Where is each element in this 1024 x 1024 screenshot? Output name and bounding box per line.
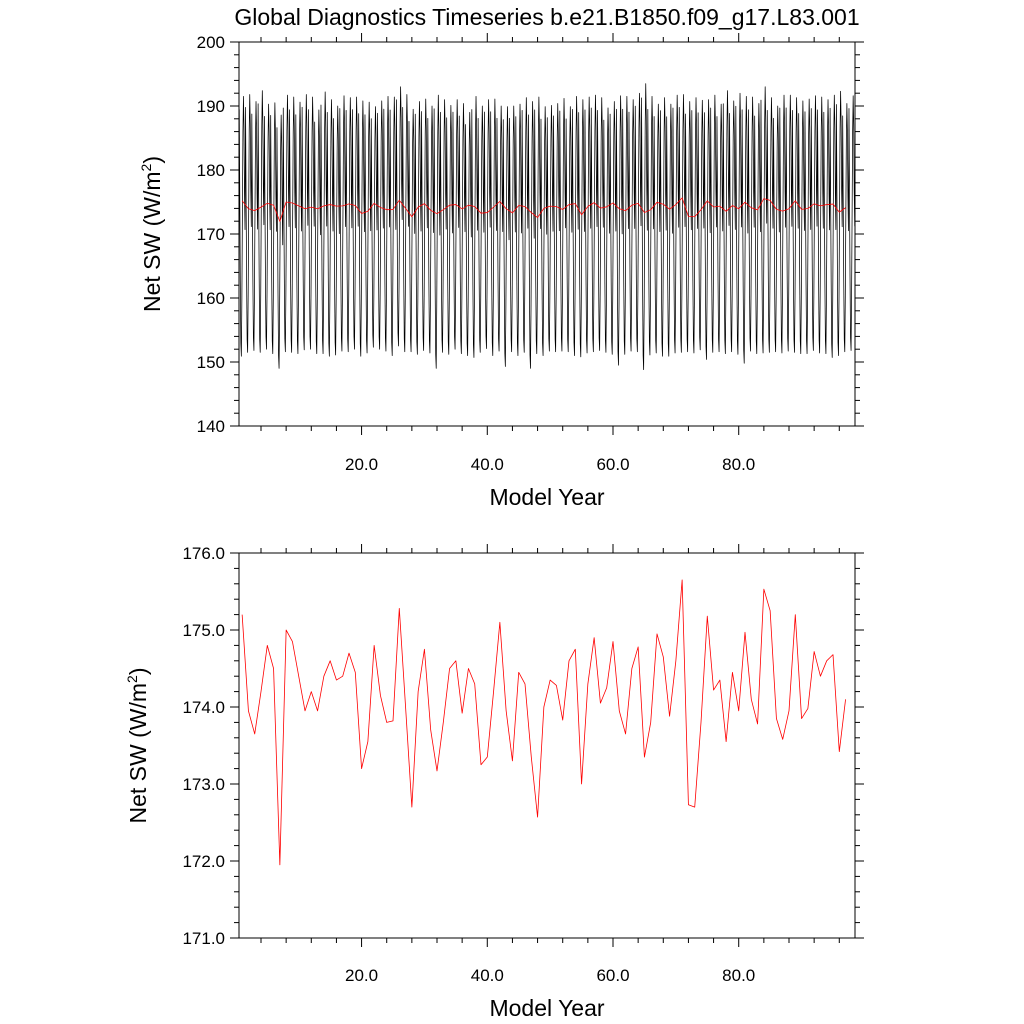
x-axis-title: Model Year [489, 995, 604, 1021]
x-tick-label: 80.0 [722, 966, 755, 985]
bottom-plot-annual-mean: 171.0 172.0 173.0 174.0 175.0 176.0 20.0 40.0 60… [124, 544, 864, 1021]
y-tick-label: 170 [197, 225, 225, 244]
y-tick-label: 176.0 [182, 544, 225, 563]
x-tick-label: 80.0 [722, 455, 755, 474]
y-tick-label: 175.0 [182, 621, 225, 640]
y-tick-label: 172.0 [182, 852, 225, 871]
y-tick-label: 171.0 [182, 929, 225, 948]
y-tick-label: 160 [197, 289, 225, 308]
x-tick-label: 20.0 [345, 455, 378, 474]
x-tick-label: 60.0 [596, 455, 629, 474]
y-tick-label: 150 [197, 353, 225, 372]
x-axis-title: Model Year [489, 484, 604, 510]
x-tick-label: 60.0 [596, 966, 629, 985]
y-tick-label: 190 [197, 97, 225, 116]
annual-series-line [241, 579, 846, 866]
annual-series-line [241, 197, 846, 222]
x-tick-label: 40.0 [471, 966, 504, 985]
top-plot-monthly-and-annual: 140 150 160 170 180 190 200 20.0 40.0 60.0 80.0 Mod… [138, 33, 864, 510]
x-tick-label: 40.0 [471, 455, 504, 474]
monthly-series-line [238, 83, 856, 371]
y-tick-label: 180 [197, 161, 225, 180]
plot-frame [238, 552, 856, 939]
y-axis-title: Net SW (W/m2) [138, 156, 165, 312]
y-tick-label: 200 [197, 33, 225, 52]
figure-title: Global Diagnostics Timeseries b.e21.B185… [234, 4, 859, 30]
y-tick-label: 174.0 [182, 698, 225, 717]
x-tick-label: 20.0 [345, 966, 378, 985]
y-axis-title: Net SW (W/m2) [124, 667, 151, 823]
y-tick-label: 140 [197, 417, 225, 436]
y-tick-label: 173.0 [182, 775, 225, 794]
